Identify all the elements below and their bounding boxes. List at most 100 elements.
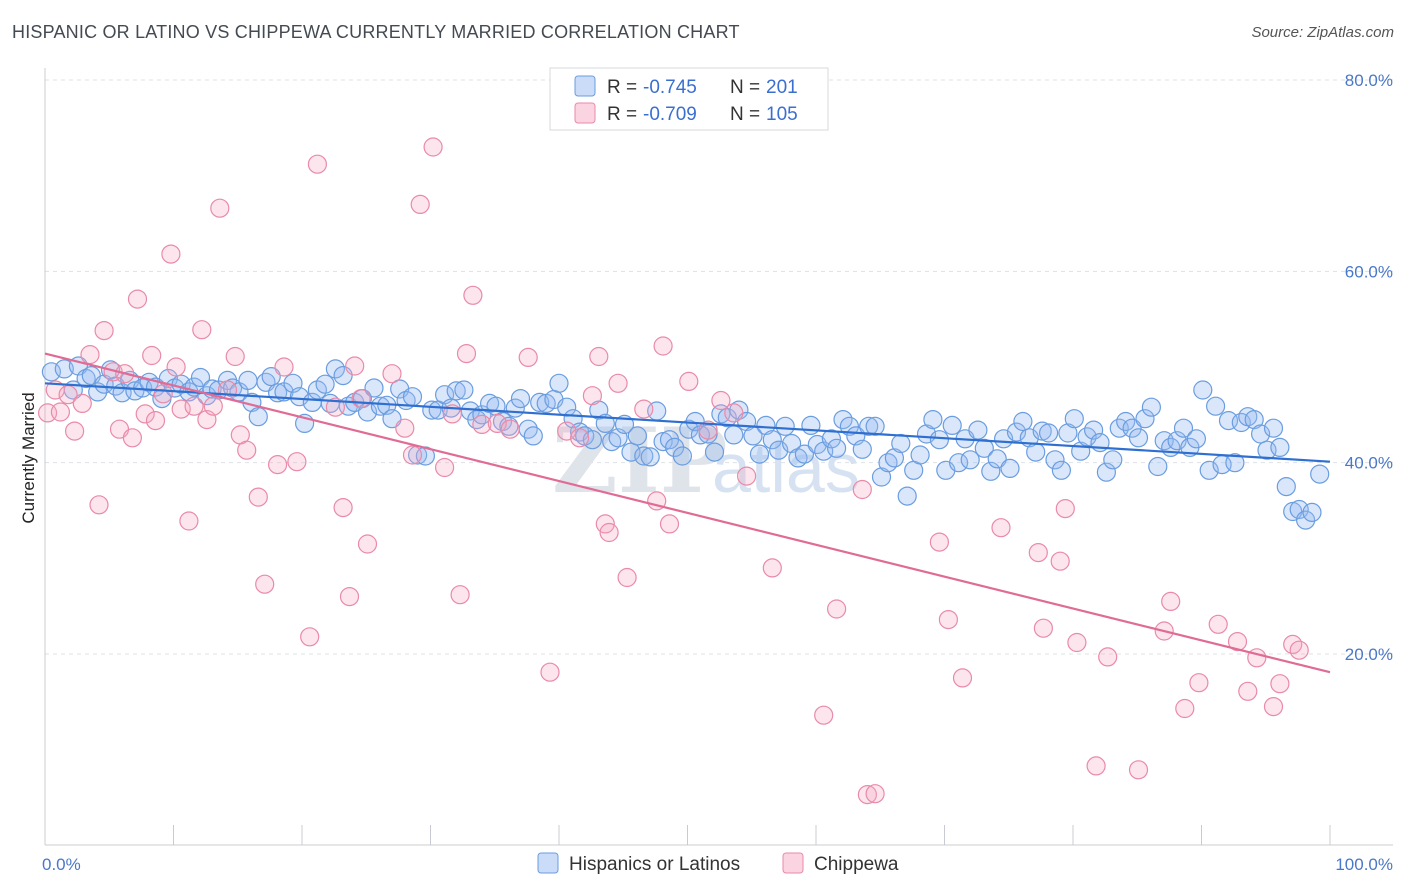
hispanics-point-190 xyxy=(1270,437,1290,457)
hispanics-point-131 xyxy=(891,433,911,454)
chippewa-point-105 xyxy=(1289,640,1309,660)
hispanics-point-12 xyxy=(125,381,145,401)
chippewa-point-57 xyxy=(518,347,538,367)
hispanics-point-75 xyxy=(530,392,550,412)
chippewa-point-33 xyxy=(268,455,288,475)
source-label: Source: ZipAtlas.com xyxy=(1251,24,1394,41)
hispanics-point-63 xyxy=(454,380,474,400)
chippewa-point-85 xyxy=(991,518,1011,538)
hispanics-point-109 xyxy=(749,444,770,464)
hispanics-point-158 xyxy=(1064,409,1084,429)
hispanics-point-171 xyxy=(1148,456,1168,477)
hispanics-point-178 xyxy=(1193,380,1213,400)
chippewa-point-19 xyxy=(166,357,186,377)
chippewa-point-21 xyxy=(179,511,199,531)
legend-r-label-1: R = xyxy=(607,104,637,125)
hispanics-point-170 xyxy=(1141,397,1162,417)
chippewa-point-43 xyxy=(357,534,378,554)
hispanics-point-157 xyxy=(1058,423,1078,443)
hispanics-point-33 xyxy=(261,367,281,387)
hispanics-point-155 xyxy=(1045,450,1065,470)
hispanics-point-72 xyxy=(510,389,531,409)
hispanics-point-137 xyxy=(929,430,950,450)
chippewa-point-52 xyxy=(456,344,477,364)
chippewa-point-70 xyxy=(659,514,680,534)
hispanics-point-196 xyxy=(1310,464,1330,484)
hispanics-point-169 xyxy=(1135,409,1155,429)
legend-r-value-0: -0.745 xyxy=(643,77,697,98)
hispanics-point-123 xyxy=(839,416,860,436)
chippewa-point-81 xyxy=(865,784,885,804)
hispanics-point-125 xyxy=(852,439,872,459)
hispanics-point-114 xyxy=(781,433,802,454)
legend-r-value-1: -0.709 xyxy=(643,104,697,125)
y-tick-label-40: 40.0% xyxy=(1345,454,1393,473)
hispanics-point-136 xyxy=(923,410,943,430)
chippewa-point-14 xyxy=(135,404,155,424)
watermark-atlas: atlas xyxy=(712,429,860,507)
legend-item-chippewa: Chippewa xyxy=(814,854,899,875)
correlation-legend: R = -0.745 N = 201 R = -0.709 N = 105 xyxy=(549,67,829,131)
chippewa-point-41 xyxy=(345,356,365,376)
chippewa-point-80 xyxy=(857,784,878,805)
chippewa-point-51 xyxy=(450,585,470,605)
hispanics-point-161 xyxy=(1083,420,1104,440)
legend-box xyxy=(549,67,829,131)
hispanics-point-105 xyxy=(724,425,744,445)
chippewa-point-71 xyxy=(679,371,699,391)
legend-n-label-1: N = xyxy=(730,104,760,125)
chippewa-point-48 xyxy=(423,137,443,157)
hispanics-point-43 xyxy=(325,359,345,379)
chippewa-point-89 xyxy=(1055,499,1075,519)
chippewa-point-15 xyxy=(142,345,162,366)
hispanics-point-110 xyxy=(756,415,776,435)
hispanics-point-41 xyxy=(315,374,335,394)
chippewa-point-93 xyxy=(1128,760,1149,780)
chippewa-point-16 xyxy=(145,411,166,431)
chippewa-point-61 xyxy=(582,386,603,406)
chart-title: HISPANIC OR LATINO VS CHIPPEWA CURRENTLY… xyxy=(12,22,740,42)
hispanics-point-130 xyxy=(884,448,905,468)
hispanics-point-92 xyxy=(640,447,660,467)
x-tick-label-100: 100.0% xyxy=(1335,855,1393,874)
chippewa-point-76 xyxy=(762,558,782,578)
chippewa-point-73 xyxy=(711,390,731,411)
y-tick-label-20: 20.0% xyxy=(1345,645,1393,664)
chippewa-point-75 xyxy=(736,466,757,486)
chippewa-point-37 xyxy=(307,154,327,174)
hispanics-point-117 xyxy=(801,415,821,435)
chippewa-point-40 xyxy=(339,586,360,607)
chippewa-point-95 xyxy=(1161,591,1181,612)
chippewa-point-28 xyxy=(225,346,245,367)
hispanics-point-55 xyxy=(402,387,423,407)
hispanics-point-145 xyxy=(981,461,1001,481)
legend-n-label-0: N = xyxy=(730,77,760,98)
hispanics-point-191 xyxy=(1276,477,1296,497)
chippewa-point-49 xyxy=(435,457,455,478)
hispanics-point-140 xyxy=(948,453,969,473)
chippewa-point-35 xyxy=(287,452,307,472)
hispanics-point-177 xyxy=(1186,429,1207,449)
chippewa-point-22 xyxy=(184,396,204,416)
hispanics-point-175 xyxy=(1173,418,1194,438)
chippewa-point-18 xyxy=(161,244,181,264)
chippewa-point-74 xyxy=(724,403,744,423)
hispanics-point-128 xyxy=(871,467,892,487)
hispanics-point-149 xyxy=(1006,422,1027,442)
hispanics-point-91 xyxy=(634,446,654,466)
chippewa-point-53 xyxy=(463,285,483,305)
hispanics-point-180 xyxy=(1205,396,1226,416)
hispanics-point-144 xyxy=(974,438,994,458)
hispanics-point-98 xyxy=(679,419,699,439)
chippewa-point-39 xyxy=(333,498,353,518)
hispanics-point-31 xyxy=(248,407,268,427)
chippewa-point-32 xyxy=(255,574,275,594)
hispanics-point-85 xyxy=(595,413,615,433)
chippewa-point-54 xyxy=(472,414,492,434)
chippewa-point-77 xyxy=(814,705,834,725)
hispanics-point-139 xyxy=(942,415,962,435)
hispanics-point-49 xyxy=(364,378,384,398)
hispanics-point-74 xyxy=(523,426,543,446)
chippewa-point-7 xyxy=(89,495,109,515)
